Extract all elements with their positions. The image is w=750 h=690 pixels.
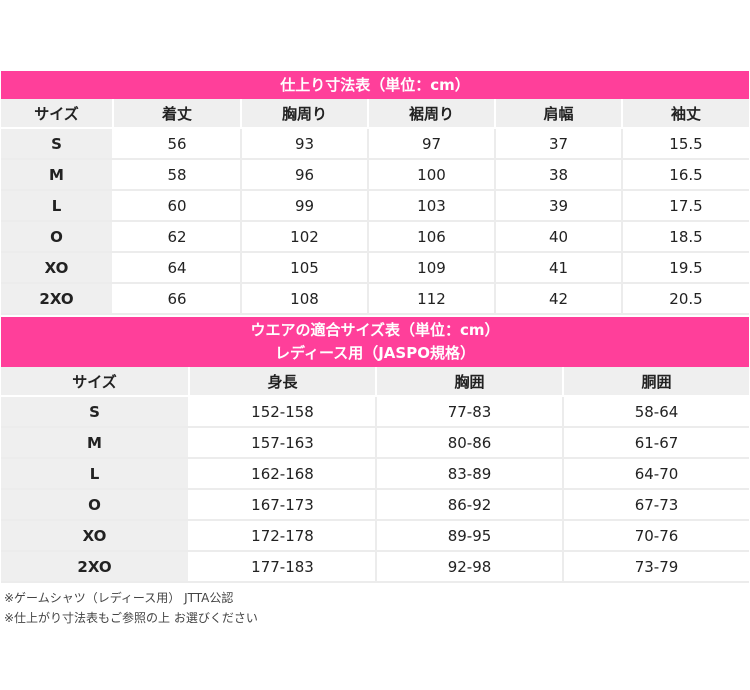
table-cell: 105 (241, 252, 369, 284)
table-cell: 19.5 (622, 252, 749, 284)
column-header: 袖丈 (622, 99, 749, 129)
table-cell: 64-70 (563, 458, 749, 490)
size-label-cell: L (1, 458, 190, 490)
table-row: S 56 93 97 37 15.5 (1, 128, 749, 160)
table-cell: 99 (241, 190, 369, 222)
header-row: サイズ 着丈 胸周り 裾周り 肩幅 袖丈 (1, 99, 749, 129)
table-cell: 177-183 (189, 551, 377, 583)
table-cell: 70-76 (563, 520, 749, 552)
finished-size-table: サイズ 着丈 胸周り 裾周り 肩幅 袖丈 S 56 93 97 37 15.5 M 58 96 100 38 16… (1, 99, 749, 315)
table-row: L 60 99 103 39 17.5 (1, 190, 749, 222)
table-cell: 61-67 (563, 427, 749, 459)
table-cell: 39 (495, 190, 623, 222)
table-cell: 108 (241, 283, 369, 315)
table-row: O 62 102 106 40 18.5 (1, 221, 749, 253)
table-cell: 93 (241, 128, 369, 160)
table-cell: 172-178 (189, 520, 377, 552)
note-line: ※仕上がり寸法表もご参照の上 お選びください (4, 611, 258, 625)
table-cell: 18.5 (622, 221, 749, 253)
table-cell: 109 (368, 252, 496, 284)
table-cell: 73-79 (563, 551, 749, 583)
size-label-cell: L (1, 190, 114, 222)
table-cell: 38 (495, 159, 623, 191)
table-cell: 58-64 (563, 396, 749, 428)
column-header: 胸囲 (376, 367, 564, 397)
table-cell: 41 (495, 252, 623, 284)
column-header: 着丈 (113, 99, 242, 129)
table-cell: 167-173 (189, 489, 377, 521)
fit-size-title: ウエアの適合サイズ表（単位：cm） レディース用（JASPO規格） (1, 315, 749, 367)
table-cell: 77-83 (376, 396, 564, 428)
fit-size-title-line2: レディース用（JASPO規格） (275, 344, 475, 362)
table-cell: 58 (113, 159, 242, 191)
table-cell: 100 (368, 159, 496, 191)
table-cell: 40 (495, 221, 623, 253)
table-row: L 162-168 83-89 64-70 (1, 458, 749, 490)
size-label-cell: 2XO (1, 283, 114, 315)
table-cell: 64 (113, 252, 242, 284)
table-cell: 102 (241, 221, 369, 253)
column-header: 裾周り (368, 99, 496, 129)
column-header: 胴囲 (563, 367, 749, 397)
table-row: M 58 96 100 38 16.5 (1, 159, 749, 191)
table-cell: 37 (495, 128, 623, 160)
table-cell: 20.5 (622, 283, 749, 315)
table-row: 2XO 66 108 112 42 20.5 (1, 283, 749, 315)
size-label-cell: O (1, 221, 114, 253)
table-row: S 152-158 77-83 58-64 (1, 396, 749, 428)
fit-size-table: サイズ 身長 胸囲 胴囲 S 152-158 77-83 58-64 M 157-163 80-86… (1, 367, 749, 583)
table-cell: 16.5 (622, 159, 749, 191)
column-header: 胸周り (241, 99, 369, 129)
size-label-cell: 2XO (1, 551, 190, 583)
table-cell: 92-98 (376, 551, 564, 583)
table-cell: 89-95 (376, 520, 564, 552)
column-header: 身長 (189, 367, 377, 397)
size-label-cell: O (1, 489, 190, 521)
size-label-cell: M (1, 427, 190, 459)
notes: ※ゲームシャツ（レディース用） JTTA公認 ※仕上がり寸法表もご参照の上 お選… (4, 588, 258, 628)
table-cell: 62 (113, 221, 242, 253)
table-row: O 167-173 86-92 67-73 (1, 489, 749, 521)
size-label-cell: XO (1, 520, 190, 552)
column-header: サイズ (1, 99, 114, 129)
table-cell: 86-92 (376, 489, 564, 521)
fit-size-title-line1: ウエアの適合サイズ表（単位：cm） (250, 321, 500, 339)
table-cell: 97 (368, 128, 496, 160)
size-label-cell: XO (1, 252, 114, 284)
table-cell: 103 (368, 190, 496, 222)
table-row: XO 172-178 89-95 70-76 (1, 520, 749, 552)
size-label-cell: S (1, 128, 114, 160)
table-cell: 157-163 (189, 427, 377, 459)
table-cell: 67-73 (563, 489, 749, 521)
note-line: ※ゲームシャツ（レディース用） JTTA公認 (4, 591, 234, 605)
table-cell: 17.5 (622, 190, 749, 222)
table-cell: 152-158 (189, 396, 377, 428)
table-cell: 42 (495, 283, 623, 315)
table-cell: 56 (113, 128, 242, 160)
header-row: サイズ 身長 胸囲 胴囲 (1, 367, 749, 397)
column-header: サイズ (1, 367, 190, 397)
table-cell: 80-86 (376, 427, 564, 459)
finished-size-title: 仕上り寸法表（単位：cm） (1, 69, 749, 99)
table-cell: 60 (113, 190, 242, 222)
table-cell: 112 (368, 283, 496, 315)
table-cell: 106 (368, 221, 496, 253)
table-cell: 83-89 (376, 458, 564, 490)
table-cell: 15.5 (622, 128, 749, 160)
size-label-cell: M (1, 159, 114, 191)
table-row: XO 64 105 109 41 19.5 (1, 252, 749, 284)
table-row: 2XO 177-183 92-98 73-79 (1, 551, 749, 583)
table-cell: 96 (241, 159, 369, 191)
size-label-cell: S (1, 396, 190, 428)
size-charts: 仕上り寸法表（単位：cm） サイズ 着丈 胸周り 裾周り 肩幅 袖丈 S 56 93 97 37 15… (1, 69, 749, 583)
table-row: M 157-163 80-86 61-67 (1, 427, 749, 459)
table-cell: 66 (113, 283, 242, 315)
table-cell: 162-168 (189, 458, 377, 490)
column-header: 肩幅 (495, 99, 623, 129)
